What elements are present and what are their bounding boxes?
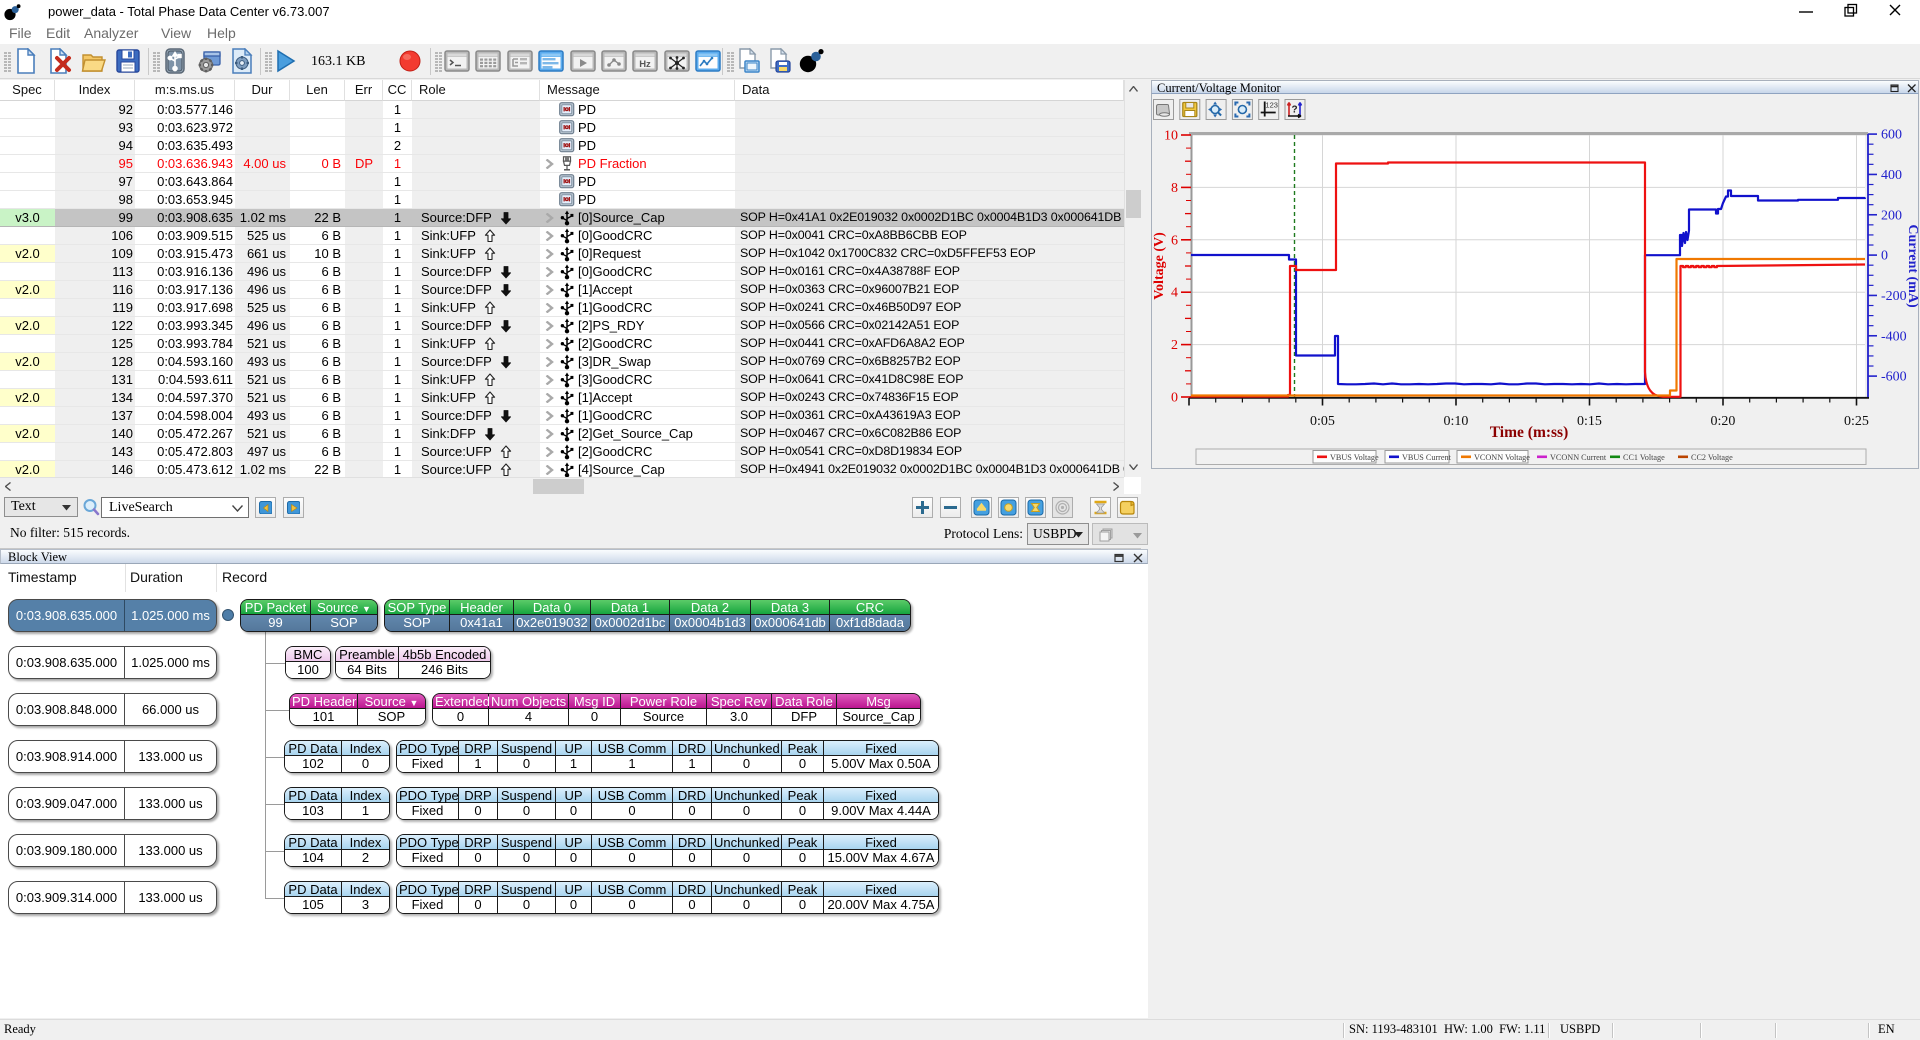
svg-text:0:10: 0:10: [1444, 414, 1469, 429]
svg-text:VCONN Current: VCONN Current: [1550, 453, 1607, 462]
svg-text:CC2 Voltage: CC2 Voltage: [1691, 453, 1733, 462]
svg-text:0:15: 0:15: [1577, 414, 1602, 429]
svg-text:-600: -600: [1881, 370, 1907, 385]
svg-text:6: 6: [1171, 233, 1178, 248]
svg-text:-200: -200: [1881, 289, 1907, 304]
svg-text:0: 0: [1881, 249, 1888, 264]
svg-text:-400: -400: [1881, 329, 1907, 344]
svg-text:Current (mA): Current (mA): [1905, 224, 1918, 308]
svg-text:8: 8: [1171, 181, 1178, 196]
svg-text:400: 400: [1881, 168, 1902, 183]
svg-text:200: 200: [1881, 208, 1902, 223]
svg-text:0:20: 0:20: [1711, 414, 1736, 429]
svg-text:?: ?: [1291, 105, 1297, 116]
svg-text:Hz: Hz: [640, 59, 652, 70]
svg-text:Time (m:ss): Time (m:ss): [1490, 424, 1569, 441]
svg-text:VBUS Current: VBUS Current: [1402, 453, 1452, 462]
svg-text:VBUS Voltage: VBUS Voltage: [1330, 453, 1379, 462]
svg-text:0:25: 0:25: [1844, 414, 1869, 429]
svg-text:Voltage (V): Voltage (V): [1152, 232, 1167, 300]
svg-text:0:05: 0:05: [1310, 414, 1335, 429]
svg-text:2: 2: [1171, 338, 1178, 353]
svg-text:600: 600: [1881, 128, 1902, 143]
svg-text:0: 0: [1171, 391, 1178, 406]
svg-text:CC1 Voltage: CC1 Voltage: [1623, 453, 1665, 462]
svg-text:4: 4: [1171, 286, 1178, 301]
svg-text:123: 123: [1265, 101, 1278, 110]
svg-text:VCONN Voltage: VCONN Voltage: [1474, 453, 1530, 462]
svg-text:10: 10: [1164, 129, 1178, 144]
